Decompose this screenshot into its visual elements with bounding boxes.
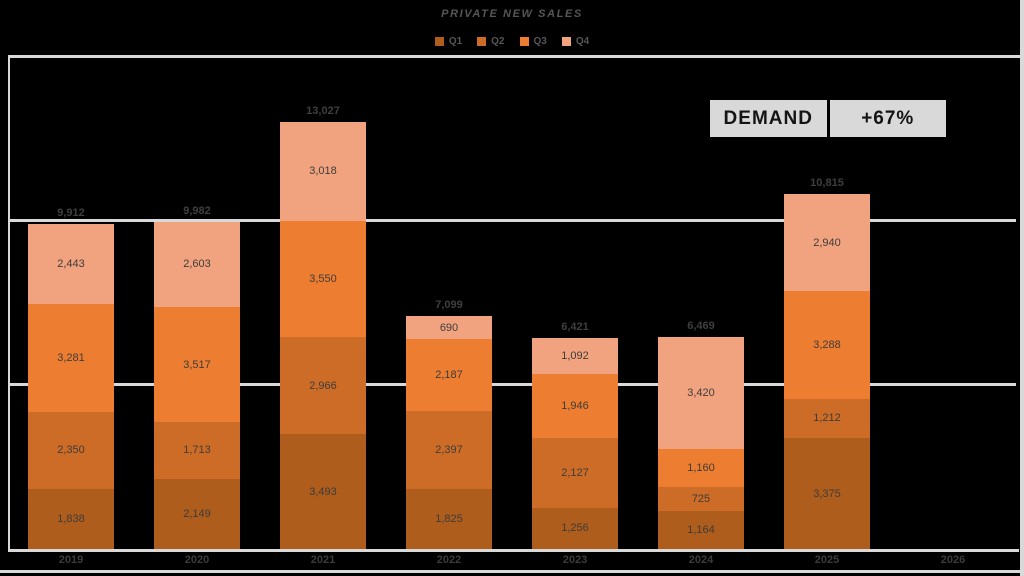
x-axis-labels: 2019 2020 2021 2022 2023 2024 2025 2026 (8, 554, 1016, 566)
bar-segment-q2-2024: 725 (658, 487, 744, 511)
bar-total-label-2025: 10,815 (810, 177, 844, 190)
bar-segment-q3-2024: 1,160 (658, 449, 744, 488)
bar-segment-q4-2022: 690 (406, 316, 492, 339)
category-slot-2024: 6,469 3,420 1,160 725 1,164 (638, 57, 764, 549)
x-axis-label-2026: 2026 (940, 554, 966, 566)
bar-segment-q1-2023: 1,256 (532, 507, 618, 549)
bar-total-label-2021: 13,027 (306, 104, 340, 117)
bar-segment-q3-2021: 3,550 (280, 220, 366, 338)
bar-segment-q2-2020: 1,713 (154, 422, 240, 479)
x-axis-label-2019: 2019 (58, 554, 84, 566)
x-axis-label-2020: 2020 (184, 554, 210, 566)
legend-label-q2: Q2 (491, 36, 505, 47)
bar-segment-q3-2023: 1,946 (532, 374, 618, 439)
stacked-bar-2021: 13,027 3,018 3,550 2,966 3,493 (280, 105, 366, 549)
bar-segment-q3-2022: 2,187 (406, 338, 492, 411)
bottom-border (0, 570, 1024, 573)
bar-segment-q4-2021: 3,018 (280, 121, 366, 221)
bar-segment-q1-2024: 1,164 (658, 510, 744, 549)
bar-segment-q4-2023: 1,092 (532, 338, 618, 375)
category-slot-2023: 6,421 1,092 1,946 2,127 1,256 (512, 57, 638, 549)
bar-segment-q3-2020: 3,517 (154, 306, 240, 423)
category-slot-2020: 9,982 2,603 3,517 1,713 2,149 (134, 57, 260, 549)
chart-legend: Q1 Q2 Q3 Q4 (0, 36, 1024, 47)
category-slot-2025: 10,815 2,940 3,288 1,212 3,375 (764, 57, 890, 549)
stacked-bar-2019: 9,912 2,443 3,281 2,350 1,838 (28, 207, 114, 549)
chart-title: PRIVATE NEW SALES (441, 8, 583, 20)
category-slot-2022: 7,099 690 2,187 2,397 1,825 (386, 57, 512, 549)
demand-callout: DEMAND +67% (710, 100, 946, 137)
bar-segment-q4-2025: 2,940 (784, 194, 870, 291)
demand-divider (826, 100, 830, 137)
x-axis-line (8, 549, 1019, 552)
legend-item-q3: Q3 (519, 36, 547, 47)
legend-label-q1: Q1 (448, 36, 463, 47)
bar-segment-q4-2020: 2,603 (154, 221, 240, 307)
right-border (1020, 0, 1024, 576)
x-axis-label-2021: 2021 (310, 554, 336, 566)
bar-segment-q2-2023: 2,127 (532, 438, 618, 508)
stacked-bar-2024: 6,469 3,420 1,160 725 1,164 (658, 320, 744, 549)
bar-segment-q1-2022: 1,825 (406, 489, 492, 549)
stacked-bar-2023: 6,421 1,092 1,946 2,127 1,256 (532, 321, 618, 549)
x-axis-label-2023: 2023 (562, 554, 588, 566)
bar-total-label-2023: 6,421 (561, 321, 589, 334)
category-slot-2021: 13,027 3,018 3,550 2,966 3,493 (260, 57, 386, 549)
demand-label: DEMAND (723, 107, 813, 129)
bar-slots: 9,912 2,443 3,281 2,350 1,838 9,982 2,603 3,517… (8, 57, 1016, 549)
legend-swatch-q3-icon (519, 37, 529, 46)
legend-swatch-q2-icon (477, 37, 487, 46)
plot-area: 9,912 2,443 3,281 2,350 1,838 9,982 2,603 3,517… (8, 57, 1016, 549)
legend-swatch-q1-icon (434, 37, 444, 46)
x-axis-label-2022: 2022 (436, 554, 462, 566)
bar-segment-q1-2021: 3,493 (280, 434, 366, 549)
x-axis-label-2024: 2024 (688, 554, 714, 566)
bar-segment-q2-2019: 2,350 (28, 411, 114, 489)
stacked-bar-2020: 9,982 2,603 3,517 1,713 2,149 (154, 205, 240, 549)
gridline-10000 (8, 219, 1016, 222)
gridline-5000 (8, 383, 1016, 386)
bar-segment-q2-2022: 2,397 (406, 410, 492, 490)
bar-segment-q2-2021: 2,966 (280, 337, 366, 435)
legend-item-q1: Q1 (434, 36, 463, 47)
bar-segment-q3-2025: 3,288 (784, 290, 870, 399)
bar-total-label-2024: 6,469 (687, 319, 715, 332)
bar-segment-q2-2025: 1,212 (784, 398, 870, 439)
bar-segment-q1-2020: 2,149 (154, 478, 240, 549)
bar-segment-q4-2024: 3,420 (658, 336, 744, 450)
bar-segment-q4-2019: 2,443 (28, 223, 114, 305)
stacked-bar-2025: 10,815 2,940 3,288 1,212 3,375 (784, 177, 870, 549)
bar-segment-q3-2019: 3,281 (28, 304, 114, 412)
legend-item-q4: Q4 (561, 36, 590, 47)
bar-total-label-2020: 9,982 (183, 204, 211, 217)
legend-swatch-q4-icon (561, 37, 571, 46)
bar-total-label-2019: 9,912 (57, 206, 85, 219)
gridline-top (8, 55, 1024, 58)
legend-label-q4: Q4 (575, 36, 590, 47)
bar-total-label-2022: 7,099 (435, 299, 463, 312)
legend-item-q2: Q2 (477, 36, 505, 47)
stacked-bar-2022: 7,099 690 2,187 2,397 1,825 (406, 299, 492, 549)
category-slot-2019: 9,912 2,443 3,281 2,350 1,838 (8, 57, 134, 549)
category-slot-2026 (890, 57, 1016, 549)
y-axis-line (8, 55, 10, 551)
x-axis-label-2025: 2025 (814, 554, 840, 566)
bar-segment-q1-2019: 1,838 (28, 488, 114, 549)
legend-label-q3: Q3 (533, 36, 547, 47)
bar-segment-q1-2025: 3,375 (784, 438, 870, 549)
demand-value: +67% (861, 107, 915, 129)
